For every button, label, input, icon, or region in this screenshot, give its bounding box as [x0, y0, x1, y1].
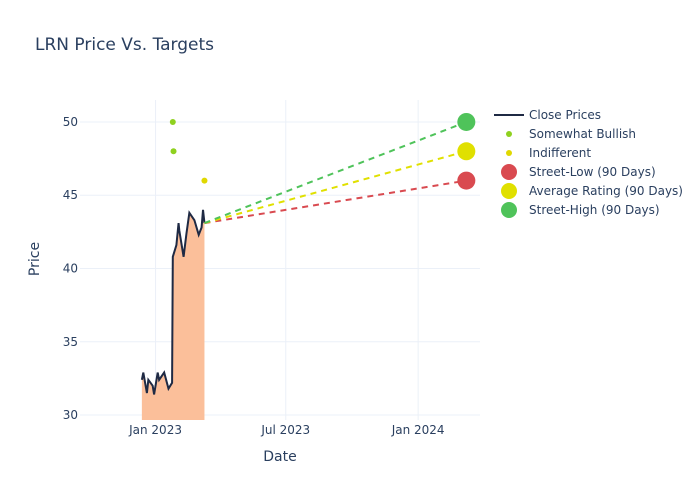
- y-axis-label: Price: [27, 242, 43, 276]
- legend-dot-icon: [506, 150, 512, 156]
- x-tick-label: Jul 2023: [260, 423, 310, 437]
- y-tick-label: 30: [63, 408, 78, 422]
- chart-title: LRN Price Vs. Targets: [35, 35, 214, 55]
- legend-label: Average Rating (90 Days): [529, 184, 683, 198]
- x-tick-label: Jan 2023: [128, 423, 182, 437]
- legend-label: Close Prices: [529, 108, 601, 122]
- target-dashed-line: [204, 121, 467, 225]
- target-marker: [457, 112, 476, 131]
- legend-label: Street-High (90 Days): [529, 203, 660, 217]
- target-marker: [457, 142, 476, 161]
- legend-label: Indifferent: [529, 146, 591, 160]
- x-tick-label: Jan 2024: [391, 423, 445, 437]
- rating-point: [170, 148, 177, 155]
- target-dashed-line: [204, 150, 467, 225]
- legend-circle-icon: [501, 164, 517, 180]
- rating-point: [201, 177, 208, 184]
- x-axis-label: Date: [263, 449, 296, 465]
- legend-label: Street-Low (90 Days): [529, 165, 656, 179]
- target-marker: [457, 171, 476, 190]
- legend-circle-icon: [501, 183, 517, 199]
- rating-point: [169, 118, 176, 125]
- y-tick-label: 40: [63, 261, 78, 275]
- y-tick-label: 45: [63, 188, 78, 202]
- legend-circle-icon: [501, 202, 517, 218]
- y-tick-label: 35: [63, 335, 78, 349]
- target-dashed-line: [204, 179, 467, 225]
- legend-dot-icon: [506, 131, 512, 137]
- close-price-line: [140, 209, 206, 395]
- y-tick-label: 50: [63, 115, 78, 129]
- legend-label: Somewhat Bullish: [529, 127, 636, 141]
